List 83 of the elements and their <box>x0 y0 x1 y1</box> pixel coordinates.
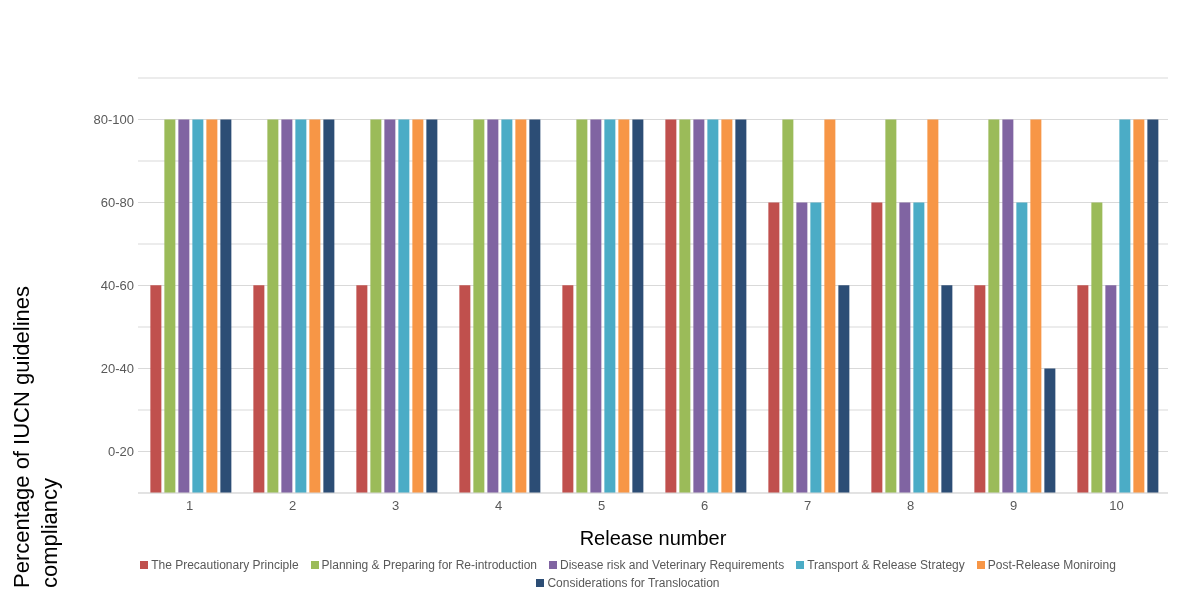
bar <box>1077 285 1089 493</box>
x-tick-label: 3 <box>391 498 400 514</box>
bar <box>412 119 424 493</box>
x-tick-label: 4 <box>494 498 503 514</box>
bar <box>1030 119 1042 493</box>
bar <box>384 119 396 493</box>
bar <box>281 119 293 493</box>
bar <box>576 119 588 493</box>
x-tick-label: 5 <box>597 498 606 514</box>
legend-label: Disease risk and Veterinary Requirements <box>559 558 785 572</box>
bar <box>838 285 850 493</box>
bar <box>206 119 218 493</box>
x-tick-label: 7 <box>803 498 812 514</box>
bar <box>941 285 953 493</box>
bar <box>1002 119 1014 493</box>
legend-label: Planning & Preparing for Re-introduction <box>320 558 538 572</box>
bar <box>927 119 939 493</box>
bar <box>267 119 279 493</box>
bar <box>1119 119 1131 493</box>
x-tick-label: 6 <box>700 498 709 514</box>
bar <box>1016 202 1028 493</box>
y-axis-title: Percentage of IUCN guidelines compliancy <box>8 284 63 588</box>
bar <box>459 285 471 493</box>
legend-label: Post-Release Moniroing <box>986 558 1116 572</box>
bar <box>913 202 925 493</box>
bar <box>398 119 410 493</box>
bar <box>150 285 162 493</box>
bar <box>782 119 794 493</box>
bar <box>824 119 836 493</box>
bar <box>988 119 1000 493</box>
bar <box>487 119 499 493</box>
x-axis-title: Release number <box>579 527 727 549</box>
bar <box>1105 285 1117 493</box>
text: 80-100 <box>93 111 134 128</box>
bar <box>632 119 644 493</box>
bar <box>529 119 541 493</box>
bar <box>707 119 719 493</box>
bar <box>721 119 733 493</box>
text: 0-20 <box>107 443 134 460</box>
legend-label: Considerations for Translocation <box>546 576 720 590</box>
bar <box>604 119 616 493</box>
text: 40-60 <box>100 277 134 294</box>
bar <box>796 202 808 493</box>
bar <box>590 119 602 493</box>
bar <box>974 285 986 493</box>
x-tick-label: 8 <box>906 498 915 514</box>
bar <box>295 119 307 493</box>
bar <box>768 202 780 493</box>
bar <box>899 202 911 493</box>
bar <box>1133 119 1145 493</box>
bar <box>356 285 368 493</box>
text: 60-80 <box>100 194 134 211</box>
bar <box>562 285 574 493</box>
bar <box>618 119 630 493</box>
bar <box>735 119 747 493</box>
bar <box>253 285 265 493</box>
bar <box>810 202 822 493</box>
bar <box>473 119 485 493</box>
text: 20-40 <box>100 360 134 377</box>
bar <box>370 119 382 493</box>
bar <box>871 202 883 493</box>
bar <box>323 119 335 493</box>
legend-label: The Precautionary Principle <box>150 558 299 572</box>
x-tick-label: 1 <box>185 498 194 514</box>
bar <box>515 119 527 493</box>
bar <box>501 119 513 493</box>
bar <box>693 119 705 493</box>
bar <box>1091 202 1103 493</box>
bar <box>220 119 232 493</box>
x-tick-label: 10 <box>1109 498 1124 514</box>
bar <box>1044 368 1056 493</box>
bar <box>426 119 438 493</box>
bar <box>1147 119 1159 493</box>
x-tick-label: 2 <box>288 498 297 514</box>
bar <box>164 119 176 493</box>
bar <box>192 119 204 493</box>
bar <box>178 119 190 493</box>
legend-label: Transport & Release Strategy <box>806 558 965 572</box>
bar <box>679 119 691 493</box>
x-tick-label: 9 <box>1009 498 1018 514</box>
bar <box>885 119 897 493</box>
bar <box>309 119 321 493</box>
bar <box>665 119 677 493</box>
